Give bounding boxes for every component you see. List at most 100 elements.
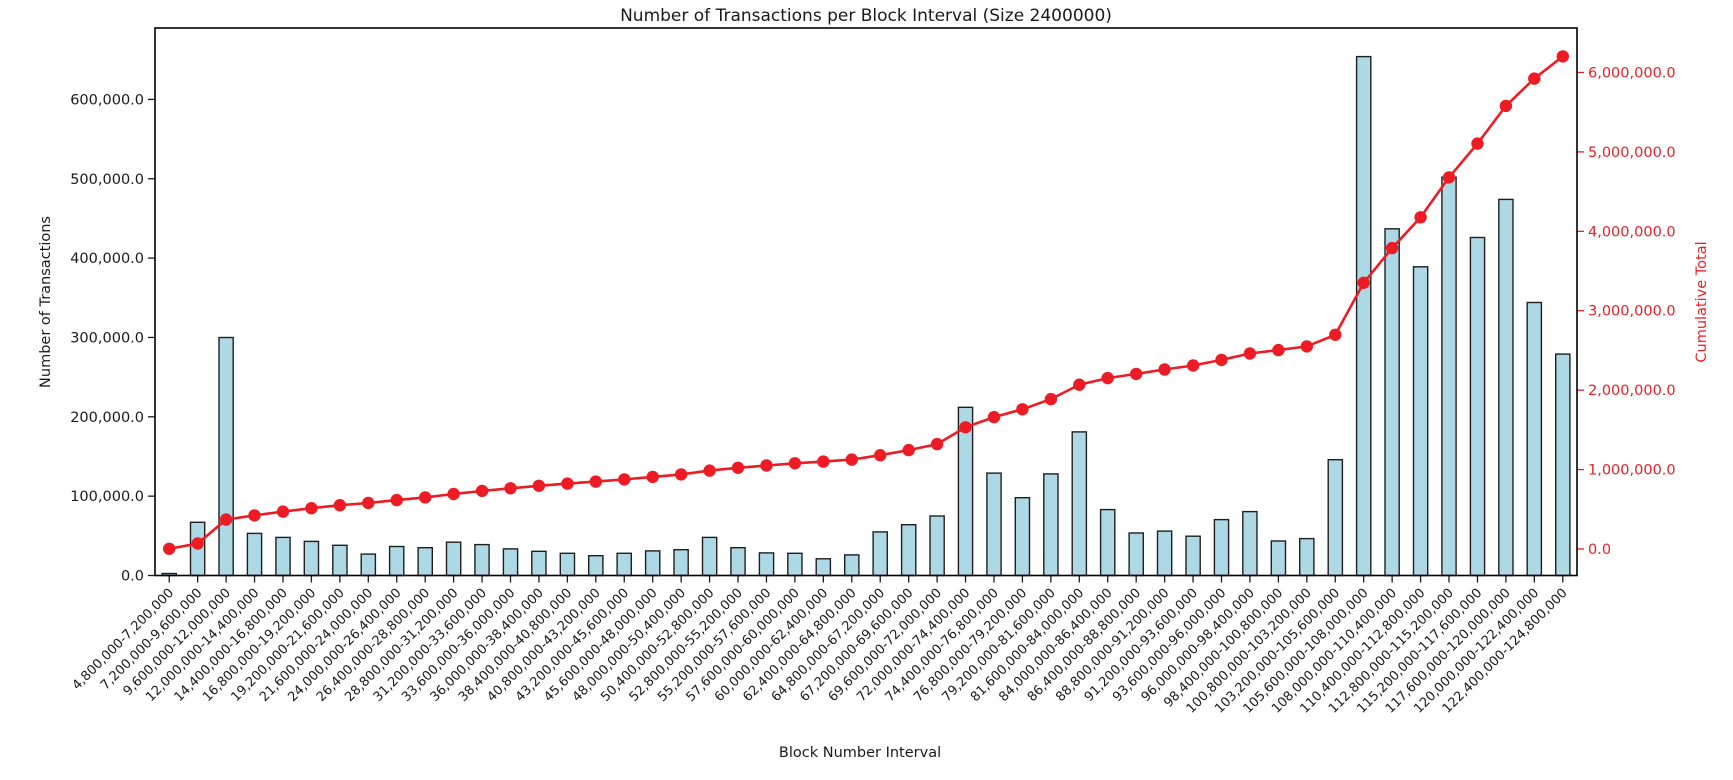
- cumulative-line: [168, 55, 1564, 551]
- cumulative-point: [1044, 392, 1058, 406]
- chart-title: Number of Transactions per Block Interva…: [620, 6, 1112, 26]
- cumulative-point: [163, 542, 176, 555]
- bar: [388, 545, 405, 577]
- cumulative-point: [1186, 359, 1200, 372]
- right-y-tick-label: 5,000,000.0: [1588, 145, 1676, 161]
- cumulative-point: [191, 537, 204, 550]
- cumulative-point: [1528, 72, 1541, 85]
- right-y-axis-label: Cumulative Total: [1694, 241, 1710, 362]
- cumulative-point: [1272, 343, 1285, 357]
- bar: [1412, 266, 1429, 577]
- right-y-tick-label: 1,000,000.0: [1588, 463, 1676, 479]
- bar: [360, 553, 377, 577]
- cumulative-point: [504, 482, 517, 495]
- cumulative-point: [731, 461, 745, 474]
- cumulative-point: [1158, 363, 1171, 376]
- cumulative-point: [447, 487, 460, 501]
- left-y-tick-label: 500,000.0: [70, 172, 144, 188]
- bar: [417, 547, 434, 577]
- cumulative-point: [1357, 276, 1370, 289]
- bar: [474, 543, 490, 577]
- left-y-tick-label: 600,000.0: [70, 92, 144, 108]
- bar: [1156, 530, 1173, 577]
- cumulative-point: [1243, 347, 1257, 360]
- bar: [445, 541, 462, 577]
- bar: [246, 532, 263, 577]
- cumulative-point: [646, 470, 659, 484]
- cumulative-point: [930, 437, 944, 451]
- cumulative-point: [1414, 211, 1427, 224]
- bar: [787, 552, 803, 577]
- bar: [1355, 55, 1372, 577]
- cumulative-point: [703, 464, 716, 477]
- right-y-tick-label: 2,000,000.0: [1588, 383, 1676, 399]
- cumulative-point: [419, 491, 432, 504]
- plot-frame: [154, 27, 1578, 577]
- bar: [1185, 535, 1201, 577]
- cumulative-point: [845, 453, 858, 466]
- cumulative-point: [1499, 99, 1513, 113]
- bar: [1043, 473, 1059, 577]
- cumulative-point: [532, 479, 546, 492]
- x-axis-label: Block Number Interval: [779, 745, 941, 761]
- bar: [1469, 236, 1486, 577]
- bar: [1071, 431, 1088, 577]
- cumulative-point: [589, 475, 602, 488]
- bar: [616, 552, 632, 577]
- cumulative-point: [1130, 367, 1143, 381]
- bar: [1099, 508, 1116, 577]
- right-y-tick-label: 4,000,000.0: [1588, 224, 1676, 240]
- cumulative-point: [760, 459, 773, 472]
- cumulative-point: [561, 477, 574, 490]
- bar: [1128, 532, 1144, 577]
- bar: [531, 550, 547, 577]
- left-y-tick-label: 200,000.0: [70, 410, 144, 426]
- cumulative-point: [1556, 50, 1570, 63]
- bar: [1270, 540, 1287, 577]
- bar: [218, 336, 234, 577]
- left-y-tick-label: 400,000.0: [70, 251, 144, 267]
- bar: [332, 544, 348, 577]
- left-y-tick-label: 100,000.0: [70, 489, 144, 505]
- bar: [1526, 301, 1543, 577]
- cumulative-point: [817, 455, 830, 468]
- bar: [1327, 459, 1344, 577]
- right-y-tick-label: 6,000,000.0: [1588, 65, 1676, 81]
- bar: [1242, 510, 1258, 577]
- left-y-tick-label: 300,000.0: [70, 330, 144, 346]
- cumulative-point: [788, 457, 802, 470]
- right-y-tick-label: 3,000,000.0: [1588, 304, 1676, 320]
- bar: [929, 515, 945, 577]
- cumulative-point: [1329, 328, 1342, 341]
- bar: [303, 540, 320, 577]
- left-y-axis-label: Number of Transactions: [38, 216, 54, 388]
- bar: [1441, 176, 1457, 577]
- cumulative-point: [333, 499, 347, 512]
- bar: [502, 548, 519, 577]
- bar: [673, 549, 689, 577]
- bars-group: [161, 55, 1571, 577]
- cumulative-point: [1385, 241, 1399, 255]
- cumulative-point: [1442, 171, 1456, 184]
- cumulative-point: [1300, 340, 1314, 353]
- cumulative-point: [902, 443, 915, 457]
- cumulative-point: [874, 449, 887, 462]
- bar: [844, 554, 860, 577]
- cumulative-point: [362, 496, 375, 510]
- cumulative-point: [1215, 353, 1228, 367]
- bar: [1554, 353, 1571, 577]
- bar: [900, 524, 917, 577]
- cumulative-line-group: [163, 50, 1570, 555]
- bar: [1384, 228, 1400, 577]
- bar: [559, 552, 576, 577]
- bar: [872, 531, 888, 577]
- bar: [1014, 497, 1031, 577]
- bar: [275, 536, 291, 577]
- cumulative-point: [390, 493, 403, 507]
- bar: [1213, 518, 1230, 577]
- bar: [588, 555, 604, 577]
- cumulative-point: [276, 505, 290, 518]
- bar: [986, 472, 1002, 577]
